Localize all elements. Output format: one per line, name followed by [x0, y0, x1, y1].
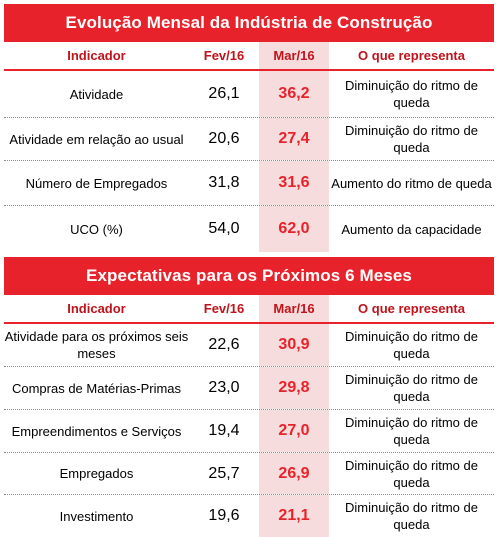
row-indicator: Atividade em relação ao usual [9, 131, 184, 147]
row-indicator: Empreendimentos e Serviços [11, 423, 182, 439]
section-1-header-row: Indicador Fev/16 Mar/16 O que representa [4, 42, 494, 71]
row-curr-value: 62,0 [259, 206, 329, 252]
row-curr-value: 30,9 [259, 324, 329, 366]
row-indicator: Compras de Matérias-Primas [11, 380, 182, 396]
row-indicator: Atividade [69, 86, 124, 102]
section-2-title: Expectativas para os Próximos 6 Meses [4, 257, 494, 295]
row-prev-value: 26,1 [208, 85, 240, 102]
header-indicator: Indicador [67, 301, 126, 316]
table-row: Compras de Matérias-Primas 23,0 29,8 Dim… [4, 366, 494, 409]
indicator-report: Evolução Mensal da Indústria de Construç… [4, 4, 494, 537]
table-row: Atividade para os próximos seis meses 22… [4, 324, 494, 366]
row-indicator: Atividade para os próximos seis meses [4, 329, 189, 361]
row-curr-value: 31,6 [259, 161, 329, 205]
row-indicator: Número de Empregados [25, 175, 168, 191]
row-prev-value: 19,4 [208, 422, 240, 439]
row-indicator: UCO (%) [70, 221, 123, 237]
table-row: UCO (%) 54,0 62,0 Aumento da capacidade [4, 205, 494, 252]
row-curr-value: 27,0 [259, 410, 329, 452]
header-prev-month: Fev/16 [203, 48, 245, 63]
table-row: Atividade 26,1 36,2 Diminuição do ritmo … [4, 71, 494, 117]
row-curr-value: 36,2 [259, 71, 329, 117]
row-prev-value: 22,6 [208, 336, 240, 353]
header-indicator: Indicador [67, 48, 126, 63]
row-curr-value: 27,4 [259, 118, 329, 160]
header-meaning: O que representa [358, 48, 465, 63]
section-2-header-row: Indicador Fev/16 Mar/16 O que representa [4, 295, 494, 324]
section-1-title: Evolução Mensal da Indústria de Construç… [4, 4, 494, 42]
row-curr-value: 21,1 [259, 495, 329, 537]
row-prev-value: 25,7 [208, 464, 240, 482]
row-indicator: Empregados [59, 466, 134, 481]
header-prev-month: Fev/16 [203, 301, 245, 316]
row-meaning: Diminuição do ritmo de queda [345, 457, 478, 490]
table-row: Empregados 25,7 26,9 Diminuição do ritmo… [4, 452, 494, 494]
table-row: Empreendimentos e Serviços 19,4 27,0 Dim… [4, 409, 494, 452]
row-meaning: Aumento da capacidade [341, 221, 482, 237]
row-meaning: Diminuição do ritmo de queda [345, 78, 478, 110]
table-row: Investimento 19,6 21,1 Diminuição do rit… [4, 494, 494, 537]
table-row: Atividade em relação ao usual 20,6 27,4 … [4, 117, 494, 160]
row-meaning: Diminuição do ritmo de queda [345, 415, 478, 447]
row-curr-value: 26,9 [259, 453, 329, 494]
header-curr-month: Mar/16 [259, 42, 329, 69]
table-row: Número de Empregados 31,8 31,6 Aumento d… [4, 160, 494, 205]
row-prev-value: 54,0 [208, 220, 240, 237]
row-prev-value: 31,8 [208, 174, 240, 191]
row-meaning: Diminuição do ritmo de queda [345, 500, 478, 532]
header-meaning: O que representa [358, 301, 465, 316]
row-curr-value: 29,8 [259, 367, 329, 409]
row-prev-value: 20,6 [208, 130, 240, 147]
row-prev-value: 19,6 [208, 507, 240, 524]
row-meaning: Diminuição do ritmo de queda [345, 123, 478, 155]
row-prev-value: 23,0 [208, 379, 240, 396]
header-curr-month: Mar/16 [259, 295, 329, 322]
row-meaning: Diminuição do ritmo de queda [345, 372, 478, 404]
row-meaning: Aumento do ritmo de queda [331, 175, 492, 191]
row-indicator: Investimento [59, 508, 134, 524]
row-meaning: Diminuição do ritmo de queda [345, 329, 478, 361]
